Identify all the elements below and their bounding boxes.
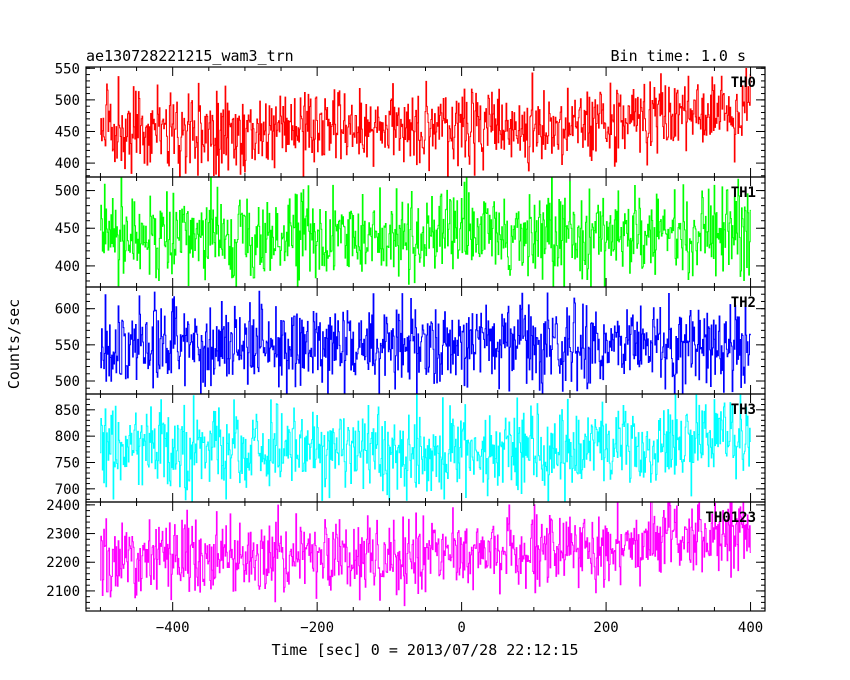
y-tick-label: 800 <box>55 429 80 445</box>
panel-th1: 400 450 500 TH1 <box>55 176 766 288</box>
y-tick-label: 400 <box>55 259 80 275</box>
series-th0123 <box>100 502 751 607</box>
panel-label: TH1 <box>731 185 756 201</box>
y-tick-label: 550 <box>55 338 80 354</box>
y-tick-label: 500 <box>55 93 80 109</box>
y-tick-label: 2200 <box>46 555 80 571</box>
panel-label: TH2 <box>731 295 756 311</box>
y-tick-label: 450 <box>55 221 80 237</box>
y-tick-label: 2300 <box>46 527 80 543</box>
y-tick-label: 2400 <box>46 498 80 514</box>
panels: 400 450 500 550 TH0 400 450 500 TH1 500 550 600 TH2 7… <box>46 61 766 612</box>
panel-th0: 400 450 500 550 TH0 <box>55 61 766 178</box>
y-tick-label: 550 <box>55 61 80 77</box>
y-tick-label: 450 <box>55 124 80 140</box>
series-th0 <box>100 68 751 177</box>
series-th1 <box>100 177 751 287</box>
panel-th3: 700 750 800 850 TH3 <box>55 393 766 503</box>
y-tick-label: 500 <box>55 184 80 200</box>
x-tick-label: −200 <box>300 620 334 636</box>
panel-th0123: 2100 2200 2300 2400 TH0123 <box>46 498 766 612</box>
x-axis-ticks: −400 −200 0 200 400 <box>156 620 763 636</box>
y-tick-label: 600 <box>55 302 80 318</box>
panel-label: TH0123 <box>705 510 756 526</box>
panel-label: TH3 <box>731 402 756 418</box>
x-tick-label: −400 <box>156 620 190 636</box>
y-tick-label: 700 <box>55 482 80 498</box>
series-th2 <box>100 290 751 394</box>
panel-label: TH0 <box>731 75 756 91</box>
y-tick-label: 850 <box>55 403 80 419</box>
y-tick-label: 400 <box>55 156 80 172</box>
x-tick-label: 200 <box>593 620 618 636</box>
y-axis-label: Counts/sec <box>5 299 23 389</box>
chart-title: ae130728221215_wam3_trn <box>86 47 294 65</box>
bin-time-label: Bin time: 1.0 s <box>611 47 746 65</box>
panel-th2: 500 550 600 TH2 <box>55 286 766 395</box>
y-tick-label: 2100 <box>46 584 80 600</box>
y-tick-label: 750 <box>55 455 80 471</box>
series-th3 <box>100 394 751 502</box>
x-tick-label: 0 <box>457 620 465 636</box>
y-tick-label: 500 <box>55 374 80 390</box>
x-axis-label: Time [sec] 0 = 2013/07/28 22:12:15 <box>271 641 578 659</box>
x-tick-label: 400 <box>738 620 763 636</box>
